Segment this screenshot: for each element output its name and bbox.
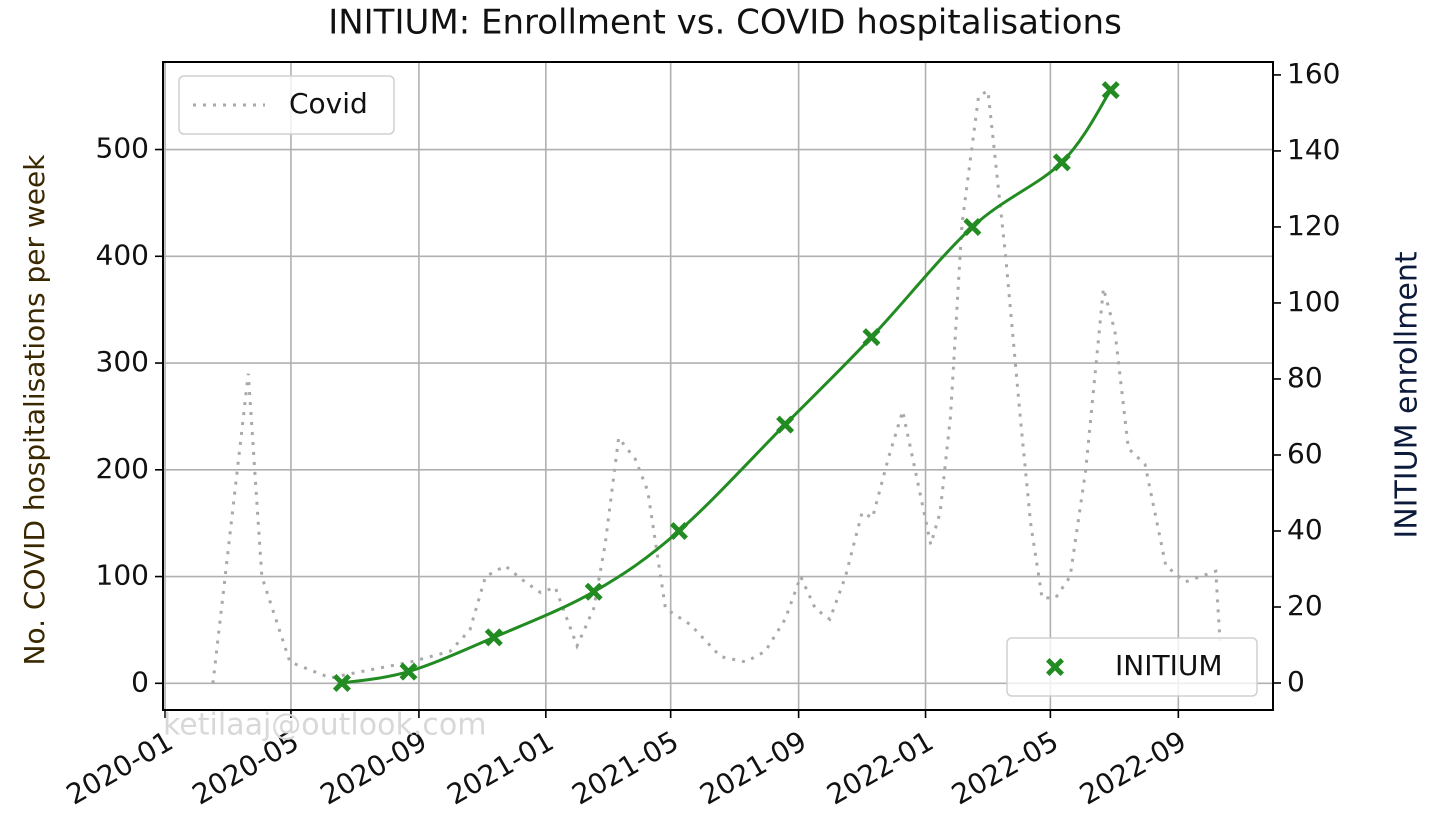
- legend-marker: [1046, 658, 1064, 676]
- x-tick-label: 2020-01: [61, 724, 179, 811]
- y2-tick-label: 160: [1287, 57, 1340, 90]
- x-tick-label: 2021-09: [694, 724, 812, 811]
- legend-label: Covid: [289, 87, 368, 120]
- y-tick-label: 200: [96, 452, 149, 485]
- y2-tick-label: 100: [1287, 285, 1340, 318]
- marker: [862, 328, 881, 347]
- y-axis-label: No. COVID hospitalisations per week: [18, 154, 51, 666]
- y-tick-label: 400: [96, 238, 149, 271]
- y2-tick-label: 140: [1287, 133, 1340, 166]
- x-tick-label: 2021-05: [566, 724, 684, 811]
- marker: [484, 628, 503, 647]
- y2-axis-label: INITIUM enrollment: [1390, 251, 1425, 539]
- marker: [1101, 81, 1120, 100]
- y2-tick-label: 0: [1287, 665, 1305, 698]
- y2-tick-label: 40: [1287, 513, 1323, 546]
- marker: [332, 674, 351, 693]
- marker: [584, 582, 603, 601]
- y2-tick-label: 120: [1287, 209, 1340, 242]
- marker: [1052, 153, 1071, 172]
- y2-tick-label: 80: [1287, 361, 1323, 394]
- legend-label: INITIUM: [1115, 649, 1222, 682]
- legend-box: [1006, 637, 1258, 697]
- x-tick-label: 2022-01: [821, 724, 939, 811]
- plot-frame: [162, 61, 1274, 711]
- y-tick-label: 300: [96, 345, 149, 378]
- y2-tick-label: 60: [1287, 437, 1323, 470]
- chart-title: INITIUM: Enrollment vs. COVID hospitalis…: [328, 3, 1122, 43]
- marker: [963, 217, 982, 236]
- series-line: [211, 88, 1222, 684]
- series-line: [341, 89, 1112, 685]
- y-tick-label: 0: [131, 665, 149, 698]
- marker: [776, 415, 795, 434]
- y-tick-label: 100: [96, 559, 149, 592]
- x-tick-label: 2022-09: [1074, 724, 1192, 811]
- watermark: ketilaaj@outlook.com: [163, 708, 486, 743]
- marker: [669, 521, 688, 540]
- y2-tick-label: 20: [1287, 589, 1323, 622]
- legend-box: [178, 75, 395, 135]
- y-tick-label: 500: [96, 132, 149, 165]
- x-tick-label: 2022-05: [946, 724, 1064, 811]
- marker: [399, 662, 418, 681]
